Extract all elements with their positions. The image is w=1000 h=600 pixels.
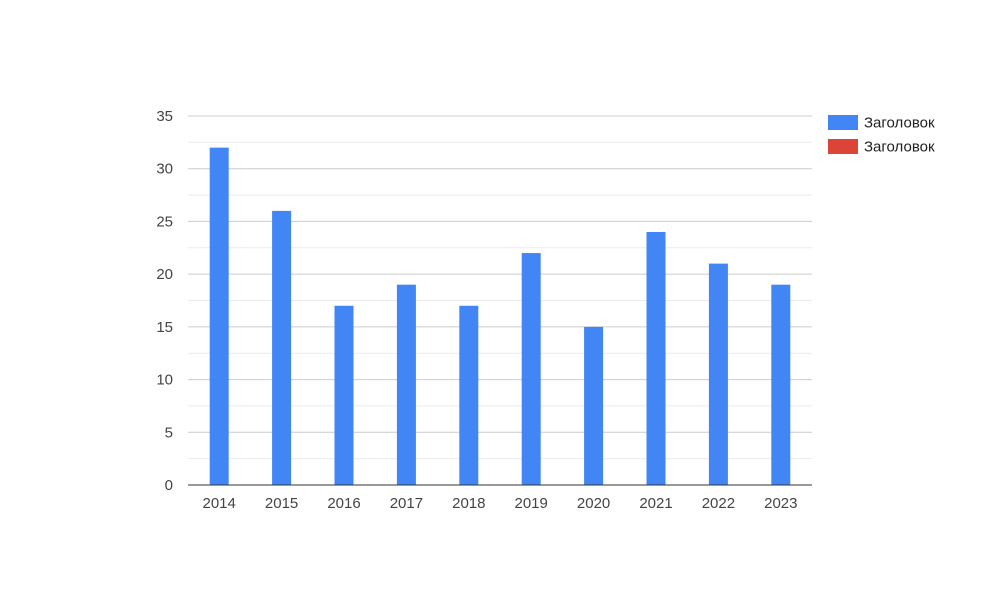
bar — [646, 231, 666, 485]
bar — [396, 284, 416, 485]
legend-swatch — [828, 139, 858, 154]
legend-label: Заголовок — [864, 139, 935, 156]
x-tick-label: 2022 — [702, 495, 735, 512]
x-tick-label: 2016 — [327, 495, 360, 512]
x-tick-label: 2020 — [577, 495, 610, 512]
y-tick-label: 20 — [156, 266, 173, 283]
bar — [272, 210, 292, 485]
legend-swatch — [828, 115, 858, 130]
legend-label: Заголовок — [864, 115, 935, 132]
legend: Заголовок Заголовок — [828, 115, 935, 156]
y-tick-label: 15 — [156, 319, 173, 336]
bar — [459, 305, 479, 485]
bar — [521, 253, 541, 485]
x-tick-label: 2023 — [764, 495, 797, 512]
bar — [771, 284, 791, 485]
x-tick-label: 2018 — [452, 495, 485, 512]
bar — [334, 305, 354, 485]
x-tick-label: 2019 — [515, 495, 548, 512]
y-tick-label: 30 — [156, 161, 173, 178]
y-tick-label: 35 — [156, 108, 173, 125]
y-tick-label: 5 — [165, 424, 173, 441]
y-tick-label: 10 — [156, 372, 173, 389]
gridlines — [188, 115, 812, 460]
bars — [209, 147, 791, 485]
x-tick-label: 2021 — [639, 495, 672, 512]
x-tick-label: 2015 — [265, 495, 298, 512]
y-axis-ticks: 0 5 10 15 20 25 30 35 — [156, 108, 173, 494]
y-tick-label: 25 — [156, 213, 173, 230]
bar — [708, 263, 728, 485]
y-tick-label: 0 — [165, 477, 173, 494]
bar — [584, 326, 604, 485]
bar — [209, 147, 229, 485]
x-tick-label: 2014 — [203, 495, 236, 512]
x-axis-ticks: 2014 2015 2016 2017 2018 2019 2020 2021 2022 2023 — [203, 495, 798, 512]
x-tick-label: 2017 — [390, 495, 423, 512]
